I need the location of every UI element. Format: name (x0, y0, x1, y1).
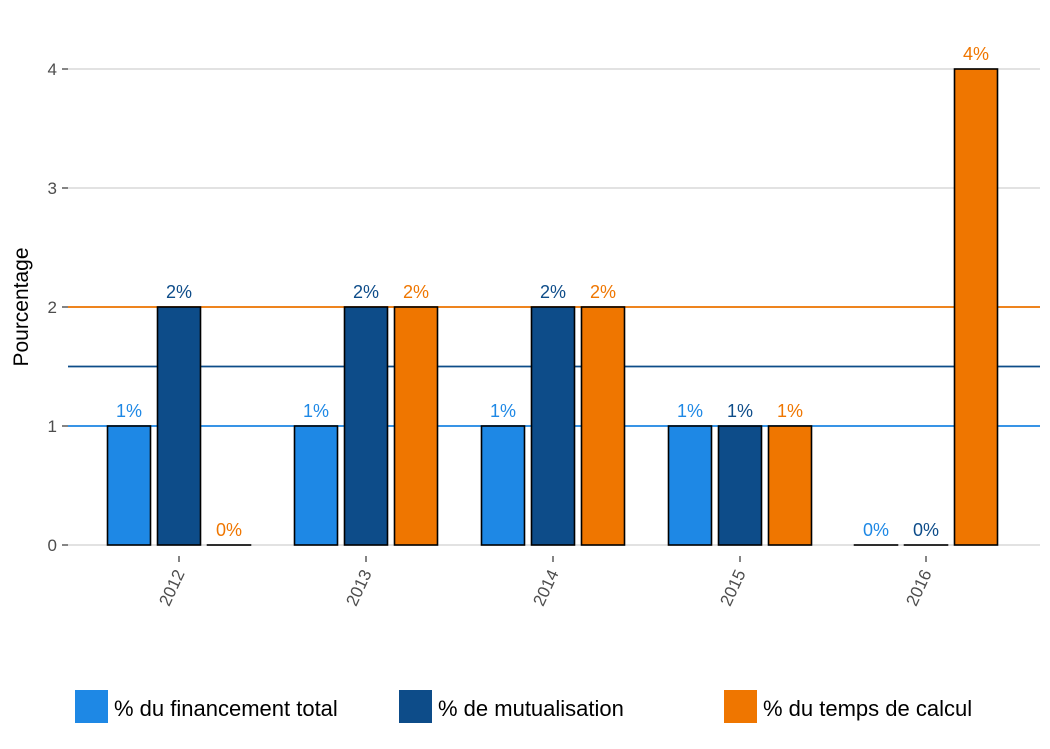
legend-swatch-1 (399, 690, 432, 723)
x-tick-label-2013: 2013 (342, 567, 375, 609)
x-tick-label-2012: 2012 (155, 567, 188, 609)
bar-2015-series-2 (767, 425, 813, 546)
y-axis: 0 1 2 3 4 (48, 60, 68, 555)
bars (106, 68, 999, 546)
bar-2013-series-0 (293, 425, 339, 546)
bar-2014-series-2 (580, 306, 626, 546)
data-label-2012-series-1: 2% (166, 282, 192, 302)
bar-2014-series-1 (530, 306, 576, 546)
bar-2014-series-0 (480, 425, 526, 546)
x-tick-label-2016: 2016 (902, 567, 935, 609)
bar-2012-series-1 (156, 306, 202, 546)
x-axis: 2012 2013 2014 2015 2016 (155, 556, 936, 609)
x-tick-label-2014: 2014 (529, 567, 562, 609)
y-axis-label: Pourcentage (10, 247, 33, 366)
data-label-2016-series-0: 0% (863, 520, 889, 540)
legend-label-0: % du financement total (114, 696, 338, 721)
x-tick-label-2015: 2015 (716, 567, 749, 609)
bar-2013-series-1 (343, 306, 389, 546)
data-label-2016-series-1: 0% (913, 520, 939, 540)
legend-label-2: % du temps de calcul (763, 696, 972, 721)
data-label-2013-series-1: 2% (353, 282, 379, 302)
data-label-2014-series-0: 1% (490, 401, 516, 421)
data-labels: 1% 2% 0% 1% 2% 2% 1% 2% 2% 1% 1% 1% 0% 0% 4% (116, 44, 989, 540)
data-label-2015-series-1: 1% (727, 401, 753, 421)
y-tick-label-1: 1 (48, 417, 57, 436)
y-tick-label-4: 4 (48, 60, 57, 79)
y-tick-label-2: 2 (48, 298, 57, 317)
legend-item-1: % de mutualisation (399, 690, 624, 723)
data-label-2014-series-2: 2% (590, 282, 616, 302)
data-label-2012-series-0: 1% (116, 401, 142, 421)
data-label-2015-series-2: 1% (777, 401, 803, 421)
bar-2015-series-0 (667, 425, 713, 546)
data-label-2013-series-2: 2% (403, 282, 429, 302)
data-label-2014-series-1: 2% (540, 282, 566, 302)
bar-2016-series-2 (953, 68, 999, 546)
legend-item-0: % du financement total (75, 690, 338, 723)
legend-swatch-2 (724, 690, 757, 723)
data-label-2016-series-2: 4% (963, 44, 989, 64)
legend: % du financement total % de mutualisation… (75, 690, 972, 723)
bar-2012-series-0 (106, 425, 152, 546)
data-label-2012-series-2: 0% (216, 520, 242, 540)
bar-2015-series-1 (717, 425, 763, 546)
y-tick-label-3: 3 (48, 179, 57, 198)
y-tick-label-0: 0 (48, 536, 57, 555)
data-label-2013-series-0: 1% (303, 401, 329, 421)
legend-label-1: % de mutualisation (438, 696, 624, 721)
legend-item-2: % du temps de calcul (724, 690, 972, 723)
data-label-2015-series-0: 1% (677, 401, 703, 421)
legend-swatch-0 (75, 690, 108, 723)
bar-2013-series-2 (393, 306, 439, 546)
